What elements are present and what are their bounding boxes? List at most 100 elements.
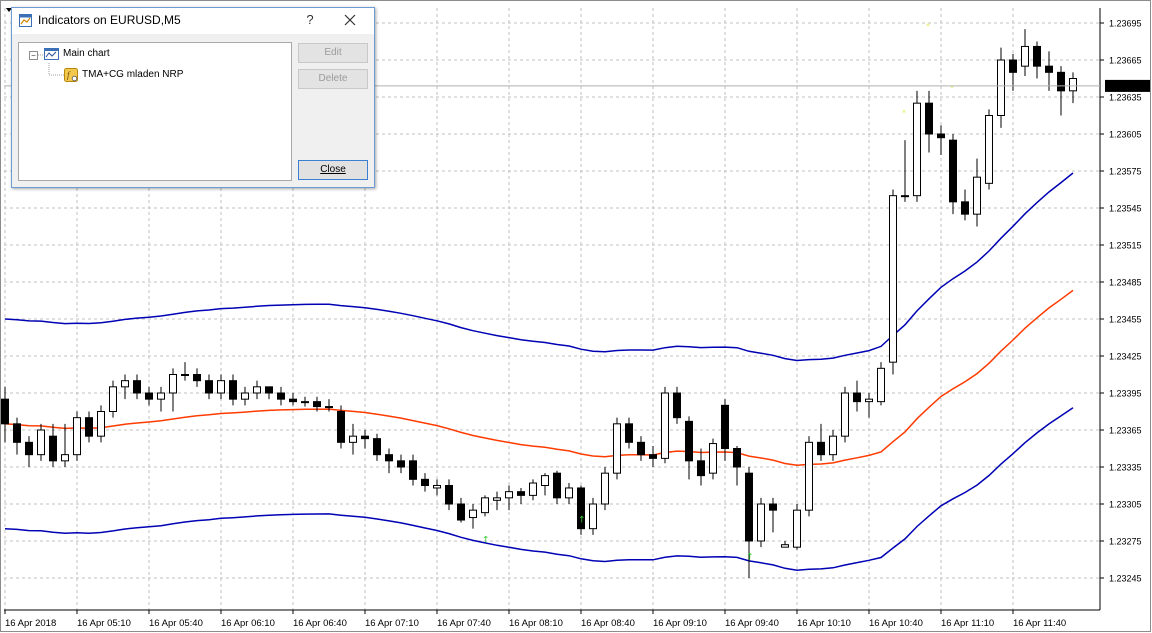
candle (301, 396, 309, 407)
candle (1009, 53, 1017, 91)
candle (985, 109, 993, 190)
candle-body-up (325, 406, 333, 409)
candle (577, 485, 585, 535)
candle-body-down (817, 441, 825, 456)
candle (793, 504, 801, 550)
candle (829, 430, 837, 461)
candle (97, 405, 105, 443)
price-tick-label: 1.23485 (1109, 278, 1142, 288)
collapse-glyph: − (31, 51, 36, 60)
candle-body-up (433, 485, 441, 489)
star-marker-icon: * (902, 109, 906, 118)
candle (289, 393, 297, 406)
candle (757, 497, 765, 548)
candle-body-up (121, 380, 129, 388)
price-tick-label: 1.23695 (1109, 19, 1142, 29)
candle (613, 417, 621, 480)
tree-item-main-chart[interactable]: Main chart (63, 48, 110, 59)
candle-body-down (13, 423, 21, 443)
middle-line (4, 289, 1074, 467)
buy-arrow-icon: ↑ (578, 516, 586, 526)
candle (265, 386, 273, 400)
candle-body-down (445, 485, 453, 505)
candle-body-down (337, 411, 345, 443)
time-tick-label: 16 Apr 06:40 (293, 618, 347, 629)
candle-body-up (805, 441, 813, 511)
delete-button[interactable]: Delete (298, 69, 368, 89)
price-tick-label: 1.23665 (1109, 56, 1142, 66)
candle-body-up (241, 392, 249, 400)
candle-body-up (793, 509, 801, 548)
candle-body-down (961, 201, 969, 215)
help-button[interactable]: ? (306, 12, 314, 27)
time-tick-label: 16 Apr 09:10 (653, 618, 707, 629)
candle (685, 416, 693, 480)
candle (13, 417, 21, 455)
candle-body-up (37, 429, 45, 456)
candle-body-down (1033, 45, 1041, 67)
candle-body-up (1021, 45, 1029, 67)
candle-body-down (49, 435, 57, 462)
candle-body-down (745, 472, 753, 542)
candle (349, 423, 357, 455)
indicators-window-icon (19, 14, 32, 27)
candle (901, 140, 909, 202)
candle-body-up (109, 386, 117, 413)
candle-body-down (733, 448, 741, 468)
candle (133, 374, 141, 400)
candle (469, 504, 477, 529)
candle-body-up (661, 392, 669, 459)
close-icon (344, 14, 356, 26)
candle-body-up (541, 475, 549, 486)
candle-body-up (73, 417, 81, 456)
candle-body-down (1045, 65, 1053, 73)
current-price-box (1105, 79, 1150, 92)
time-tick-label: 16 Apr 11:10 (941, 618, 994, 629)
dialog-title: Indicators on EURUSD,M5 (38, 13, 181, 27)
price-tick-label: 1.23275 (1109, 537, 1142, 547)
price-tick-label: 1.23335 (1109, 463, 1142, 473)
candle-body-up (601, 472, 609, 505)
price-tick-label: 1.23545 (1109, 204, 1142, 214)
candle-body-down (697, 460, 705, 477)
candle-body-down (313, 401, 321, 408)
candle-body-up (709, 443, 717, 474)
candle-body-down (289, 398, 297, 403)
buy-arrow-icon: ↑ (482, 535, 490, 545)
edit-button[interactable]: Edit (298, 43, 368, 63)
candle-body-up (301, 401, 309, 404)
candle-body-down (1, 398, 9, 425)
candle (169, 368, 177, 412)
time-tick-label: 16 Apr 07:40 (437, 618, 491, 629)
candle (457, 497, 465, 523)
candle (697, 448, 705, 486)
candle (1069, 72, 1077, 104)
candle-body-down (85, 417, 93, 437)
candle (61, 423, 69, 467)
dialog-close-button[interactable]: Close (298, 160, 368, 180)
time-tick-label: 16 Apr 10:40 (869, 618, 923, 629)
candle-body-up (901, 195, 909, 198)
candle-body-down (133, 380, 141, 394)
price-tick-label: 1.23605 (1109, 130, 1142, 140)
candle-body-down (637, 441, 645, 456)
indicator-markers: ↑ ↑ ↑ * * * (482, 22, 954, 562)
candle-body-down (925, 102, 933, 135)
candle (109, 380, 117, 418)
candle (877, 362, 885, 406)
candle (337, 405, 345, 449)
tree-collapse-toggle[interactable]: − (29, 51, 38, 60)
candle-body-down (553, 472, 561, 499)
candle (313, 396, 321, 412)
tree-item-tma-cg[interactable]: TMA+CG mladen NRP (82, 69, 184, 80)
candle-body-down (649, 454, 657, 459)
close-button[interactable] (334, 9, 366, 31)
candle-body-down (517, 491, 525, 496)
candle (481, 495, 489, 517)
dialog-titlebar[interactable]: Indicators on EURUSD,M5 ? (12, 8, 374, 34)
candle (709, 438, 717, 480)
indicator-tree[interactable]: − Main chart f TMA+CG mladen NRP (18, 42, 292, 181)
candle-body-down (625, 423, 633, 443)
candle (517, 487, 525, 504)
